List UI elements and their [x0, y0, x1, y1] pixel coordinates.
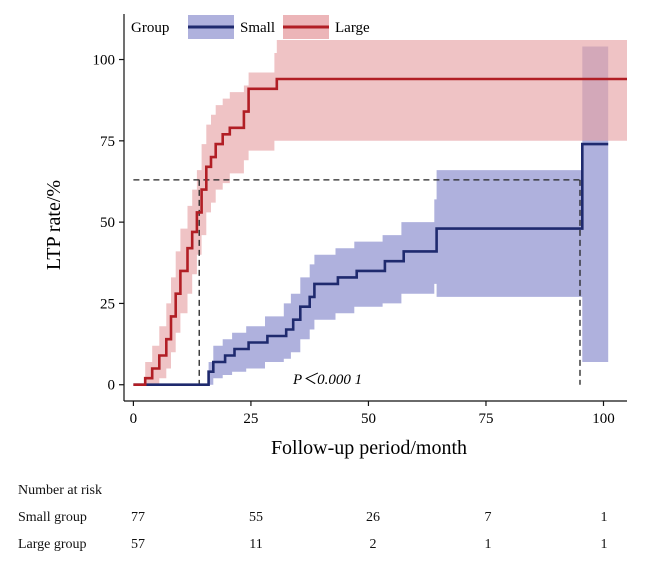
risk-large-100: 1: [600, 537, 608, 552]
risk-small-100: 1: [600, 510, 608, 525]
y-tick-label-75: 75: [100, 134, 115, 150]
y-tick-label-25: 25: [100, 296, 115, 312]
risk-small-75: 7: [484, 510, 492, 525]
risk-small-0: 77: [131, 510, 145, 525]
confidence-bands: [145, 40, 627, 385]
legend-label-large: Large: [335, 20, 370, 36]
reference-lines: [133, 179, 581, 385]
curve-large: [133, 77, 627, 387]
x-tick-label-50: 50: [361, 411, 376, 427]
x-tick-label-0: 0: [130, 411, 138, 427]
risk-row-label-large: Large group: [18, 537, 87, 552]
risk-small-50: 26: [366, 510, 380, 525]
x-tick-label-100: 100: [592, 411, 615, 427]
legend: Group Small Large: [131, 15, 370, 39]
survival-curves: [133, 77, 627, 387]
legend-label-small: Small: [240, 20, 275, 36]
y-tick-label-50: 50: [100, 215, 115, 231]
risk-large-50: 2: [369, 537, 377, 552]
risk-large-0: 57: [131, 537, 145, 552]
axes: 0 25 50 75 100 0 25 50 75 100: [93, 14, 627, 427]
y-tick-label-100: 100: [93, 53, 116, 69]
x-axis-title: Follow-up period/month: [271, 437, 467, 459]
y-tick-label-0: 0: [108, 378, 116, 394]
risk-large-25: 11: [249, 537, 263, 552]
legend-title: Group: [131, 20, 169, 36]
km-chart: 0 25 50 75 100 0 25 50 75 100 Group Small Large P…: [43, 14, 627, 459]
risk-large-75: 1: [484, 537, 492, 552]
x-tick-label-75: 75: [478, 411, 493, 427]
y-axis-title: LTP rate/%: [43, 180, 65, 270]
ci-band-large: [145, 40, 627, 385]
risk-small-25: 55: [249, 510, 263, 525]
risk-table-title: Number at risk: [18, 483, 102, 498]
curve-small: [133, 142, 609, 387]
p-value-annotation: P＜0.000 1: [292, 372, 362, 388]
x-tick-label-25: 25: [243, 411, 258, 427]
risk-row-label-small: Small group: [18, 510, 87, 525]
